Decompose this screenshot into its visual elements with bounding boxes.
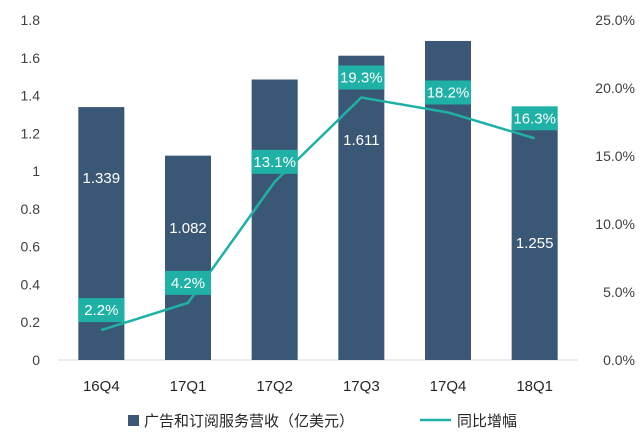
left-tick-label: 0.2 — [21, 314, 41, 330]
bar — [338, 55, 385, 360]
pct-label-box — [425, 80, 471, 105]
legend: 广告和订阅服务营收（亿美元） 同比增幅 — [128, 412, 517, 430]
pct-label: 16.3% — [513, 110, 556, 127]
left-tick-label: 1.4 — [21, 88, 41, 104]
line-series: 2.2% 4.2% 13.1% 19.3% 18.2% 16.3% — [78, 65, 558, 332]
category-label: 17Q3 — [343, 378, 380, 395]
pct-label: 2.2% — [84, 302, 118, 319]
right-tick-label: 5.0% — [603, 284, 635, 300]
pct-label: 13.1% — [253, 154, 296, 171]
category-axis: 16Q4 17Q1 17Q2 17Q3 17Q4 18Q1 — [83, 378, 553, 395]
right-tick-label: 10.0% — [595, 216, 635, 232]
left-tick-label: 1.8 — [21, 12, 41, 28]
category-label: 16Q4 — [83, 378, 120, 395]
left-tick-label: 0.8 — [21, 201, 41, 217]
left-tick-label: 1 — [32, 163, 40, 179]
legend-bar-label: 广告和订阅服务营收（亿美元） — [144, 412, 354, 430]
left-tick-label: 1.2 — [21, 125, 41, 141]
growth-line — [100, 96, 536, 332]
bar — [165, 155, 211, 360]
pct-label: 4.2% — [171, 275, 205, 292]
pct-label-box — [251, 149, 298, 174]
legend-line-label: 同比增幅 — [457, 412, 517, 430]
pct-label-box — [338, 65, 385, 90]
bar-value-label: 1.611 — [343, 132, 379, 149]
category-label: 17Q1 — [170, 378, 207, 395]
legend-bar-swatch — [128, 415, 139, 426]
bar-value-label: 1.339 — [83, 170, 121, 187]
right-tick-label: 25.0% — [595, 12, 635, 28]
bar-value-label: 1.255 — [516, 235, 554, 252]
right-axis: 0.0% 5.0% 10.0% 15.0% 20.0% 25.0% — [595, 12, 635, 368]
right-tick-label: 0.0% — [603, 352, 635, 368]
pct-label: 19.3% — [340, 70, 383, 87]
category-label: 17Q4 — [430, 378, 467, 395]
right-tick-label: 15.0% — [595, 148, 635, 164]
left-tick-label: 0 — [32, 352, 40, 368]
bar — [511, 122, 558, 360]
left-axis: 0 0.2 0.4 0.6 0.8 1 1.2 1.4 1.6 1.8 — [21, 12, 41, 368]
pct-label-box — [78, 298, 125, 323]
pct-label-box — [511, 106, 558, 131]
left-tick-label: 0.6 — [21, 239, 41, 255]
left-tick-label: 0.4 — [21, 276, 41, 292]
pct-label: 18.2% — [427, 84, 470, 101]
right-tick-label: 20.0% — [595, 80, 635, 96]
left-tick-label: 1.6 — [21, 50, 41, 66]
bar — [251, 79, 298, 360]
bar-value-label: 1.082 — [169, 220, 207, 237]
pct-label-box — [165, 270, 211, 295]
category-label: 18Q1 — [516, 378, 553, 395]
category-label: 17Q2 — [256, 378, 293, 395]
